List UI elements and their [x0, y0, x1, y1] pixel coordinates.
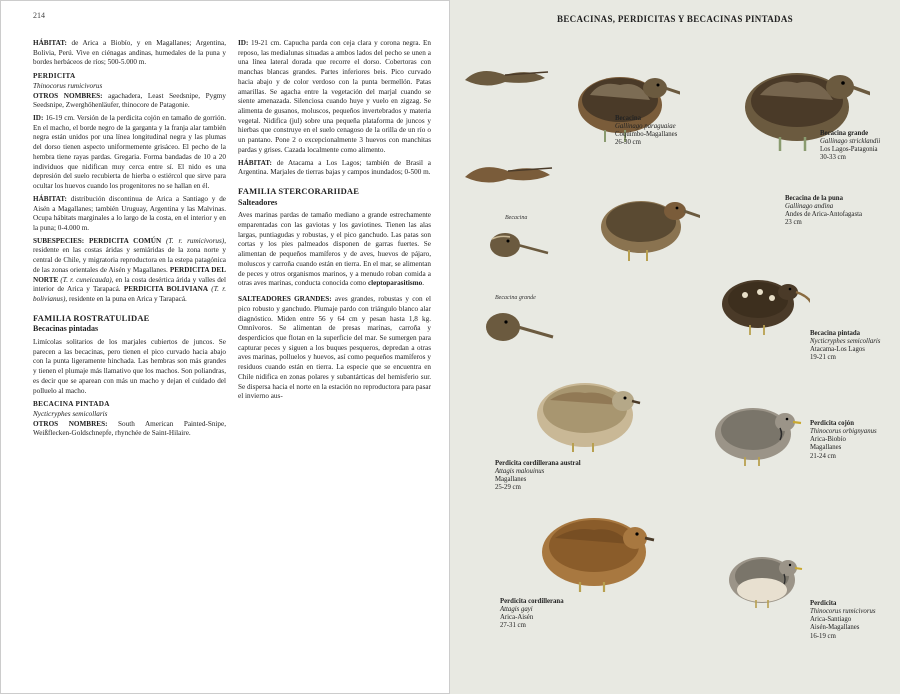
- bird-becacina-pintada: [710, 260, 810, 338]
- salteadores-desc: aves grandes, robustas y con el pico rob…: [238, 295, 431, 400]
- bird-perdicita-cordillerana: [530, 500, 660, 595]
- column-2: ID: 19-21 cm. Capucha parda con ceja cla…: [238, 39, 431, 689]
- habitat-label-2: HÁBITAT:: [33, 195, 67, 203]
- otros-label: OTROS NOMBRES:: [33, 92, 103, 100]
- right-page-plate: BECACINAS, PERDICITAS Y BECACINAS PINTAD…: [450, 0, 900, 694]
- subsp-txt3: , residente en la puna en Arica y Tarapa…: [65, 295, 187, 303]
- bird-perdicita: [720, 540, 808, 610]
- bird-flying-2: [460, 155, 555, 197]
- caption-becacina-puna: Becacina de la puna Gallinago andina And…: [785, 195, 862, 228]
- family-stercorariidae-head: FAMILIA STERCORARIIDAE: [238, 186, 431, 197]
- id-label-c2: ID:: [238, 39, 248, 47]
- caption-perdicita: Perdicita Thinocorus rumicivorus Arica-S…: [810, 600, 876, 641]
- caption-perdicita-cordillerana: Perdicita cordillerana Attagis gayi Aric…: [500, 598, 564, 631]
- species-becacina-pintada-name: BECACINA PINTADA: [33, 400, 226, 410]
- bird-flying-1: [460, 60, 550, 100]
- species-perdicita-sci: Thinocorus rumicivorus: [33, 82, 226, 92]
- species-becacina-pintada-sci: Nycticryphes semicollaris: [33, 410, 226, 420]
- bird-perdicita-cord-austral: [525, 365, 645, 455]
- subsp-sci1: (T. r. rumicivorus): [161, 237, 224, 245]
- plate-title: BECACINAS, PERDICITAS Y BECACINAS PINTAD…: [450, 0, 900, 24]
- family-stercorariidae-desc: Aves marinas pardas de tamaño mediano a …: [238, 211, 431, 287]
- text-columns: HÁBITAT: de Arica a Biobío, y en Magalla…: [33, 39, 431, 689]
- page-number: 214: [33, 11, 45, 20]
- salteadores-label: SALTEADORES GRANDES:: [238, 295, 332, 303]
- mini-label-becacina-grande: Becacina grande: [495, 295, 536, 301]
- id-text-c2: 19-21 cm. Capucha parda con ceja clara y…: [238, 39, 431, 154]
- mini-label-becacina: Becacina: [505, 215, 527, 221]
- caption-becacina: Becacina Gallinago paraguaiae Coquimbo-M…: [615, 115, 677, 148]
- subsp-sci2: (T. r. cuneicauda): [58, 276, 111, 284]
- bird-perdicita-cojon: [705, 390, 805, 468]
- clepto-bold: cleptoparasitismo: [368, 279, 422, 287]
- caption-perdicita-cojon: Perdicita cojón Thinocorus orbignyanus A…: [810, 420, 877, 461]
- otros-label-2: OTROS NOMBRES:: [33, 420, 107, 428]
- family-rostratulidae-desc: Limícolas solitarios de los marjales cub…: [33, 338, 226, 396]
- left-page: 214 HÁBITAT: de Arica a Biobío, y en Mag…: [0, 0, 450, 694]
- caption-perdicita-cord-austral: Perdicita cordillerana austral Attagis m…: [495, 460, 581, 493]
- species-perdicita-name: PERDICITA: [33, 72, 226, 82]
- bird-becacina-grande-head: [475, 305, 555, 350]
- bird-becacina-head: [480, 225, 550, 265]
- subsp3: PERDICITA BOLIVIANA: [124, 285, 208, 293]
- column-1: HÁBITAT: de Arica a Biobío, y en Magalla…: [33, 39, 226, 689]
- habitat-label-c2: HÁBITAT:: [238, 159, 272, 167]
- caption-becacina-pintada: Becacina pintada Nycticryphes semicollar…: [810, 330, 880, 363]
- family-rostratulidae-head: FAMILIA ROSTRATULIDAE: [33, 313, 226, 324]
- habitat-label: HÁBITAT:: [33, 39, 67, 47]
- family-rostratulidae-sub: Becacinas pintadas: [33, 324, 226, 335]
- subsp-label: SUBESPECIES: PERDICITA COMÚN: [33, 237, 161, 245]
- id-label: ID:: [33, 114, 43, 122]
- family-stercorariidae-sub: Salteadores: [238, 198, 431, 209]
- id-text: 16-19 cm. Versión de la perdicita cojón …: [33, 114, 226, 190]
- bird-becacina-puna: [585, 175, 700, 265]
- caption-becacina-grande: Becacina grande Gallinago stricklandii L…: [820, 130, 880, 163]
